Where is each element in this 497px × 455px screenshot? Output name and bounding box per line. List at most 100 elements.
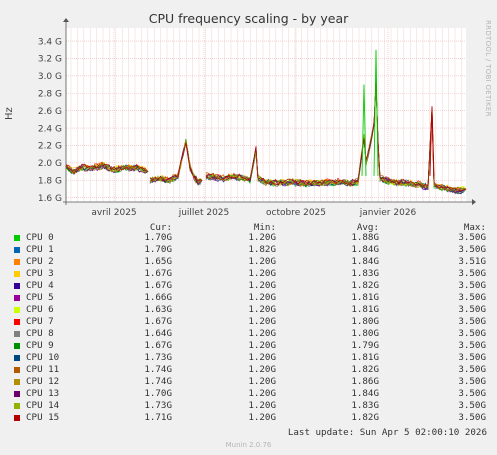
legend-swatch [14,343,20,349]
legend-row: CPU 3 1.67G 1.20G 1.83G 3.50G [0,268,497,280]
legend-row: CPU 13 1.70G 1.20G 1.84G 3.50G [0,388,497,400]
legend-swatch [14,391,20,397]
legend-swatch [14,295,20,301]
legend-avg-value: 1.82G [351,412,379,423]
legend-series-name: CPU 5 [26,292,54,303]
series-line-cpu-15 [205,81,467,192]
legend-max-value: 3.50G [458,304,486,315]
legend-avg-value: 1.82G [351,280,379,291]
legend-max-value: 3.50G [458,388,486,399]
legend-series-name: CPU 15 [26,412,60,423]
legend-cur-value: 1.63G [144,304,172,315]
legend-row: CPU 0 1.70G 1.20G 1.88G 3.50G [0,232,497,244]
legend-series-name: CPU 13 [26,388,60,399]
legend-swatch [14,283,20,289]
legend-row: CPU 12 1.74G 1.20G 1.86G 3.50G [0,376,497,388]
legend-row: CPU 6 1.63G 1.20G 1.81G 3.50G [0,304,497,316]
spike-line [429,106,435,176]
legend-avg-value: 1.86G [351,376,379,387]
legend-min-value: 1.20G [248,376,276,387]
legend-avg-value: 1.84G [351,388,379,399]
legend-series-name: CPU 7 [26,316,54,327]
legend-swatch [14,259,20,265]
legend-cur-value: 1.70G [144,232,172,243]
legend-avg-value: 1.84G [351,256,379,267]
legend-row: CPU 10 1.73G 1.20G 1.81G 3.50G [0,352,497,364]
legend-row: CPU 4 1.67G 1.20G 1.82G 3.50G [0,280,497,292]
series-line-cpu-15 [149,142,203,182]
legend-max-value: 3.50G [458,280,486,291]
legend-max-value: 3.51G [458,256,486,267]
legend-row: CPU 1 1.70G 1.82G 1.84G 3.50G [0,244,497,256]
series-line-cpu-14 [65,163,149,174]
legend-cur-value: 1.73G [144,352,172,363]
legend-max-value: 3.50G [458,328,486,339]
legend-row: CPU 8 1.64G 1.20G 1.80G 3.50G [0,328,497,340]
legend-min-value: 1.20G [248,268,276,279]
y-axis-arrow [63,18,69,22]
legend-cur-value: 1.71G [144,412,172,423]
legend-max-value: 3.50G [458,412,486,423]
y-tick-label: 2.0 G [38,159,62,169]
legend-avg-value: 1.80G [351,316,379,327]
munin-version: Munin 2.0.76 [225,441,272,449]
x-tick-label: octobre 2025 [266,208,326,218]
legend-avg-value: 1.84G [351,244,379,255]
legend-cur-value: 1.73G [144,400,172,411]
legend-series-name: CPU 1 [26,244,54,255]
legend-header-cur: Cur: [149,222,172,233]
legend-avg-value: 1.80G [351,328,379,339]
legend-series-name: CPU 11 [26,364,60,375]
legend-cur-value: 1.65G [144,256,172,267]
x-tick-label: juillet 2025 [178,208,230,218]
legend-max-value: 3.50G [458,400,486,411]
legend-series-name: CPU 0 [26,232,54,243]
legend-avg-value: 1.83G [351,400,379,411]
legend-avg-value: 1.81G [351,352,379,363]
legend-row: CPU 7 1.67G 1.20G 1.80G 3.50G [0,316,497,328]
legend-avg-value: 1.79G [351,340,379,351]
legend-cur-value: 1.67G [144,268,172,279]
legend-max-value: 3.50G [458,268,486,279]
legend-row: CPU 15 1.71G 1.20G 1.82G 3.50G [0,412,497,424]
legend-series-name: CPU 4 [26,280,54,291]
legend-min-value: 1.20G [248,340,276,351]
legend-max-value: 3.50G [458,316,486,327]
x-tick-label: avril 2025 [91,208,136,218]
x-axis-arrow [472,199,476,205]
legend-cur-value: 1.74G [144,376,172,387]
legend-cur-value: 1.70G [144,388,172,399]
legend-avg-value: 1.82G [351,364,379,375]
legend-min-value: 1.20G [248,412,276,423]
legend-max-value: 3.50G [458,364,486,375]
y-tick-label: 2.2 G [38,142,62,152]
y-tick-label: 3.4 G [38,37,62,47]
legend-min-value: 1.20G [248,400,276,411]
spike-line [361,84,367,176]
y-tick-label: 2.4 G [38,124,62,134]
legend-row: CPU 11 1.74G 1.20G 1.82G 3.50G [0,364,497,376]
legend-swatch [14,307,20,313]
legend-avg-value: 1.88G [351,232,379,243]
legend-min-value: 1.20G [248,352,276,363]
legend-cur-value: 1.74G [144,364,172,375]
legend-cur-value: 1.67G [144,340,172,351]
spike-line [373,49,379,176]
series-line-cpu-13 [65,163,149,174]
legend-row: CPU 9 1.67G 1.20G 1.79G 3.50G [0,340,497,352]
legend-min-value: 1.82G [248,244,276,255]
y-tick-label: 2.8 G [38,89,62,99]
legend-swatch [14,331,20,337]
legend-avg-value: 1.81G [351,292,379,303]
legend-series-name: CPU 10 [26,352,60,363]
legend-swatch [14,403,20,409]
legend-cur-value: 1.67G [144,316,172,327]
legend-min-value: 1.20G [248,364,276,375]
legend-min-value: 1.20G [248,388,276,399]
y-tick-label: 1.6 G [38,194,62,204]
legend-series-name: CPU 3 [26,268,54,279]
legend-swatch [14,247,20,253]
last-update: Last update: Sun Apr 5 02:00:10 2026 [287,427,487,438]
legend-max-value: 3.50G [458,232,486,243]
